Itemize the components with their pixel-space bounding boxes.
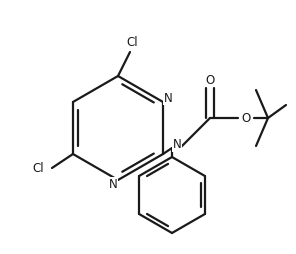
Text: Cl: Cl <box>32 162 44 174</box>
Text: N: N <box>109 178 118 190</box>
Text: N: N <box>164 91 172 104</box>
Text: N: N <box>173 138 181 151</box>
Text: O: O <box>241 112 251 124</box>
Text: O: O <box>205 73 215 87</box>
Text: Cl: Cl <box>126 36 138 49</box>
